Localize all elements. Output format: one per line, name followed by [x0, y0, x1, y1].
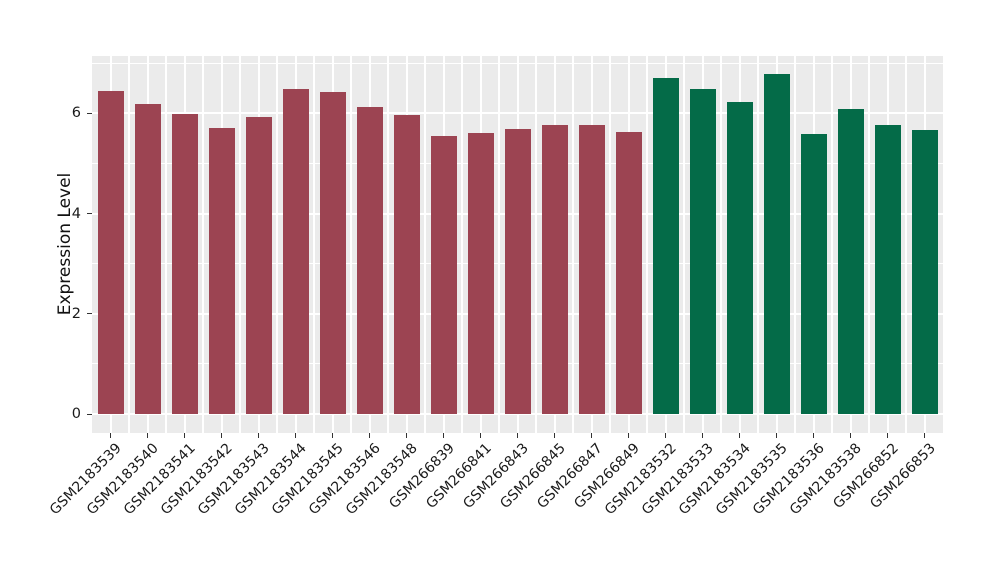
bar-GSM2183541	[171, 113, 198, 414]
vertical-gridline-minor	[683, 56, 685, 433]
y-tick-mark	[87, 413, 92, 415]
x-tick-mark	[258, 433, 259, 438]
vertical-gridline-minor	[609, 56, 611, 433]
bar-GSM2183532	[652, 78, 679, 414]
y-tick-mark	[87, 313, 92, 315]
vertical-gridline-minor	[905, 56, 907, 433]
vertical-gridline-minor	[461, 56, 463, 433]
bar-GSM2183542	[208, 128, 235, 414]
bar-GSM266841	[467, 133, 494, 414]
bar-GSM2183534	[726, 101, 753, 414]
plot-area	[92, 56, 943, 433]
y-tick-label: 6	[71, 105, 81, 122]
x-tick-mark	[924, 433, 925, 438]
horizontal-gridline-major	[92, 112, 943, 115]
horizontal-gridline-minor	[92, 62, 943, 64]
x-tick-mark	[702, 433, 703, 438]
x-tick-mark	[739, 433, 740, 438]
bar-GSM266849	[615, 131, 642, 414]
vertical-gridline-minor	[424, 56, 426, 433]
x-tick-mark	[628, 433, 629, 438]
x-tick-mark	[110, 433, 111, 438]
vertical-gridline-minor	[313, 56, 315, 433]
bar-GSM266852	[874, 124, 901, 414]
bar-GSM266853	[911, 130, 938, 414]
x-tick-mark	[665, 433, 666, 438]
vertical-gridline-minor	[794, 56, 796, 433]
y-tick-label: 2	[71, 305, 81, 322]
bar-GSM2183544	[282, 88, 309, 414]
x-tick-mark	[147, 433, 148, 438]
x-tick-mark	[887, 433, 888, 438]
bar-GSM266839	[430, 136, 457, 414]
vertical-gridline-minor	[128, 56, 130, 433]
vertical-gridline-minor	[646, 56, 648, 433]
bar-GSM266847	[578, 125, 605, 414]
x-tick-mark	[813, 433, 814, 438]
vertical-gridline-minor	[350, 56, 352, 433]
vertical-gridline-minor	[535, 56, 537, 433]
x-tick-mark	[443, 433, 444, 438]
x-tick-mark	[850, 433, 851, 438]
bar-GSM2183535	[763, 73, 790, 414]
vertical-gridline-minor	[276, 56, 278, 433]
x-tick-mark	[406, 433, 407, 438]
bar-GSM266845	[541, 124, 568, 414]
y-tick-label: 4	[71, 205, 81, 222]
bar-GSM2183548	[393, 114, 420, 414]
x-tick-mark	[369, 433, 370, 438]
y-tick-label: 0	[71, 406, 81, 422]
x-tick-mark	[295, 433, 296, 438]
x-tick-mark	[591, 433, 592, 438]
x-tick-mark	[554, 433, 555, 438]
vertical-gridline-minor	[868, 56, 870, 433]
x-tick-mark	[480, 433, 481, 438]
bar-GSM266843	[504, 129, 531, 414]
vertical-gridline-minor	[757, 56, 759, 433]
vertical-gridline-minor	[387, 56, 389, 433]
x-tick-mark	[332, 433, 333, 438]
bar-GSM2183546	[356, 107, 383, 414]
bar-GSM2183536	[800, 133, 827, 414]
bar-GSM2183533	[689, 88, 716, 414]
bar-GSM2183543	[245, 116, 272, 414]
vertical-gridline-minor	[831, 56, 833, 433]
horizontal-gridline-major	[92, 413, 943, 415]
vertical-gridline-minor	[498, 56, 500, 433]
bar-GSM2183539	[97, 90, 124, 414]
y-tick-mark	[87, 213, 92, 215]
x-tick-mark	[184, 433, 185, 438]
vertical-gridline-minor	[165, 56, 167, 433]
vertical-gridline-minor	[239, 56, 241, 433]
vertical-gridline-minor	[720, 56, 722, 433]
x-tick-mark	[221, 433, 222, 438]
vertical-gridline-minor	[572, 56, 574, 433]
bar-GSM2183538	[837, 108, 864, 414]
x-tick-mark	[517, 433, 518, 438]
y-axis-title: Expression Level	[55, 172, 75, 316]
x-tick-mark	[776, 433, 777, 438]
y-tick-mark	[87, 112, 92, 114]
bar-GSM2183540	[134, 103, 161, 414]
vertical-gridline-minor	[202, 56, 204, 433]
bar-GSM2183545	[319, 91, 346, 414]
